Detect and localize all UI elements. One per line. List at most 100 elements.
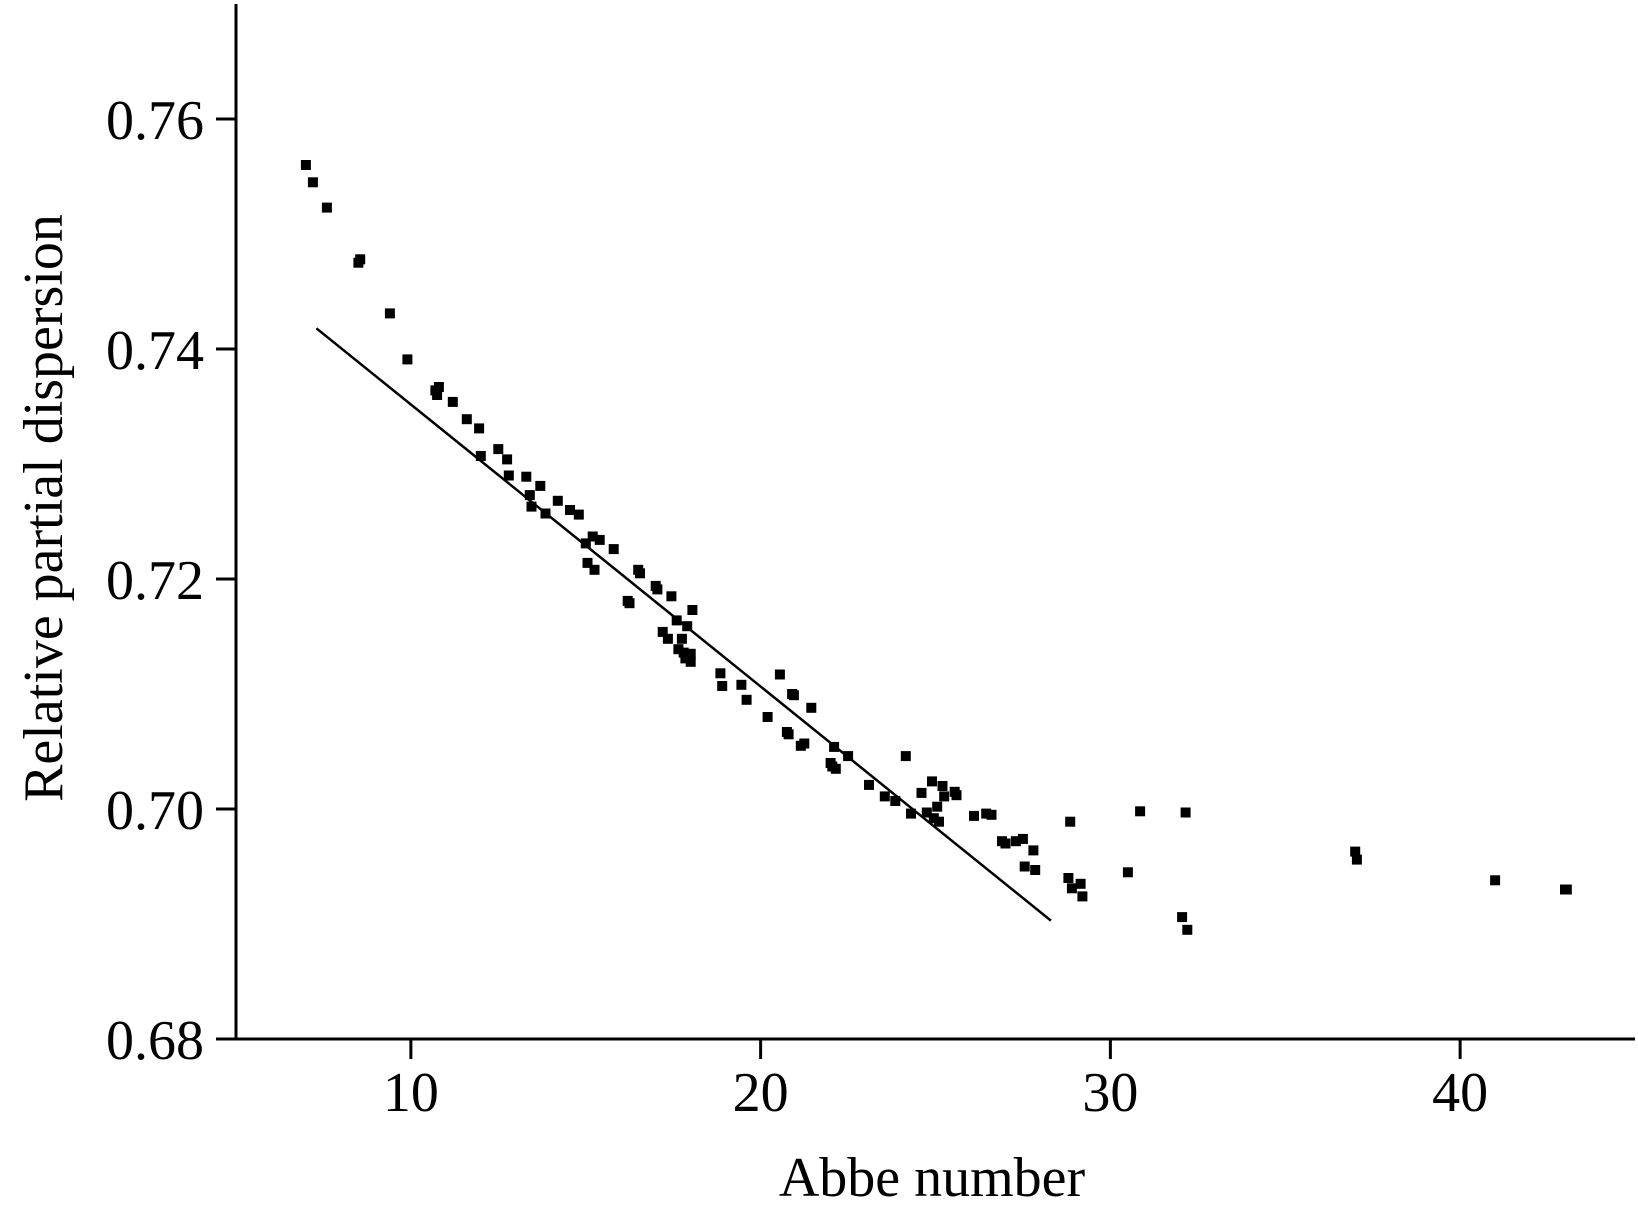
data-point: [355, 254, 366, 265]
data-point: [1180, 807, 1191, 818]
y-axis: 0.68 0.70 0.72 0.74 0.76: [106, 4, 238, 1072]
data-point: [806, 702, 817, 713]
data-point: [671, 615, 682, 626]
data-point: [624, 598, 635, 609]
data-point: [981, 808, 992, 819]
data-point: [384, 308, 395, 319]
data-points: [300, 160, 1572, 935]
data-point: [937, 781, 948, 791]
data-point: [1122, 867, 1133, 878]
data-point: [552, 495, 563, 506]
data-point: [666, 591, 677, 602]
data-point: [717, 681, 728, 691]
data-point: [916, 787, 927, 798]
x-tick-label: 40: [1432, 1062, 1488, 1124]
x-axis-title: Abbe number: [779, 1147, 1086, 1209]
data-point: [685, 648, 696, 659]
data-point: [685, 656, 696, 667]
data-point: [652, 584, 663, 595]
y-tick-label: 0.74: [106, 320, 204, 382]
y-tick-label: 0.70: [106, 780, 204, 842]
data-point: [635, 568, 645, 579]
data-point: [1066, 883, 1077, 894]
x-tick-label: 10: [383, 1062, 439, 1124]
data-point: [433, 382, 444, 392]
data-point: [1177, 912, 1188, 923]
data-point: [1075, 878, 1086, 889]
data-point: [582, 557, 593, 568]
data-point: [502, 454, 513, 465]
data-point: [921, 807, 932, 818]
data-point: [300, 160, 311, 170]
data-point: [682, 621, 693, 632]
data-point: [788, 690, 799, 701]
data-point: [1561, 884, 1572, 895]
data-point: [1010, 836, 1021, 847]
x-axis: 10 20 30 40: [234, 1037, 1635, 1124]
data-point: [526, 501, 537, 512]
data-point: [927, 776, 937, 787]
data-point: [932, 801, 943, 812]
data-point: [587, 531, 598, 542]
data-point: [580, 538, 591, 549]
data-point: [1065, 816, 1076, 827]
data-point: [900, 751, 911, 762]
data-point: [1030, 865, 1041, 875]
data-point: [762, 712, 773, 722]
data-point: [1077, 891, 1088, 902]
data-point: [680, 653, 691, 664]
data-point: [986, 809, 997, 820]
data-point: [535, 480, 546, 491]
data-point: [461, 414, 472, 425]
y-axis-title: Relative partial dispersion: [13, 214, 75, 802]
data-point: [934, 816, 944, 827]
data-point: [799, 738, 810, 749]
data-point: [1017, 833, 1028, 844]
data-point: [673, 644, 684, 655]
data-point: [524, 490, 535, 501]
data-point: [687, 605, 698, 615]
data-point: [783, 729, 794, 740]
data-point: [829, 741, 840, 752]
data-point: [608, 544, 619, 555]
data-point: [565, 505, 575, 515]
x-tick-label: 20: [733, 1062, 789, 1124]
data-point: [928, 813, 939, 824]
data-point: [741, 694, 752, 705]
data-point: [503, 470, 514, 481]
data-point: [1028, 845, 1039, 856]
data-point: [678, 647, 689, 658]
data-point: [432, 390, 443, 400]
data-point: [890, 796, 901, 806]
data-point: [1135, 806, 1146, 817]
data-point: [402, 354, 413, 365]
data-point: [447, 396, 458, 407]
data-point: [864, 779, 874, 790]
data-point: [657, 626, 668, 637]
data-point: [939, 791, 950, 802]
data-point: [589, 564, 600, 575]
y-tick-label: 0.68: [106, 1010, 204, 1072]
y-tick-label: 0.76: [106, 90, 204, 152]
data-point: [843, 751, 854, 762]
data-point: [493, 444, 504, 455]
data-point: [594, 534, 605, 545]
data-point: [1019, 861, 1030, 872]
data-point: [1490, 875, 1501, 886]
data-point: [736, 679, 747, 690]
data-point: [906, 808, 916, 819]
data-point: [1000, 838, 1011, 849]
data-point: [969, 810, 979, 821]
data-point: [475, 451, 486, 461]
data-point: [676, 633, 687, 644]
data-point: [540, 508, 551, 519]
data-point: [951, 790, 962, 801]
y-tick-label: 0.72: [106, 550, 204, 612]
data-point: [474, 423, 485, 434]
data-point: [1350, 846, 1361, 857]
data-point: [1182, 924, 1193, 935]
data-point: [321, 202, 332, 213]
data-point: [1063, 873, 1074, 883]
data-point: [573, 509, 584, 520]
